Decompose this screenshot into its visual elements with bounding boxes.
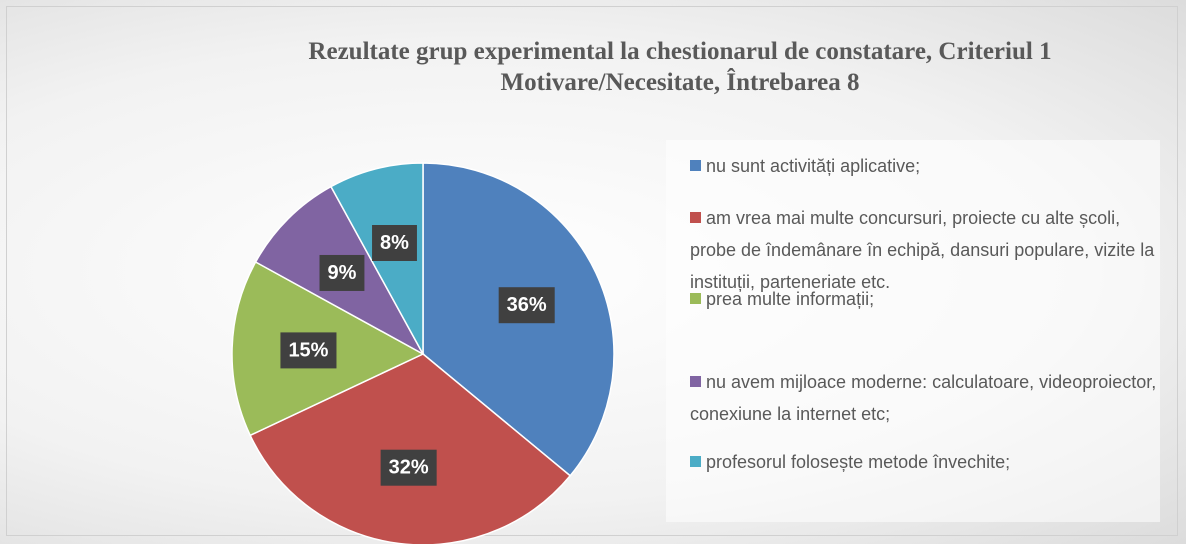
- legend-swatch: [690, 212, 701, 223]
- data-label-box: [280, 332, 337, 369]
- data-label-box: [319, 254, 365, 291]
- legend-label: am vrea mai multe concursuri, proiecte c…: [690, 208, 1155, 292]
- pie-slice: [249, 353, 572, 544]
- legend-swatch: [690, 160, 701, 171]
- data-label: 9%: [319, 254, 365, 291]
- legend-item: nu sunt activități aplicative;: [690, 150, 1160, 182]
- data-label-box: [380, 449, 437, 486]
- data-label-text: 8%: [380, 232, 409, 254]
- legend-item: nu avem mijloace moderne: calculatoare, …: [690, 366, 1160, 430]
- legend-box: [666, 140, 1160, 522]
- legend-label: nu avem mijloace moderne: calculatoare, …: [690, 372, 1157, 424]
- data-label-text: 32%: [389, 457, 429, 479]
- legend-swatch: [690, 293, 701, 304]
- legend-item: profesorul folosește metode învechite;: [690, 446, 1160, 478]
- data-label-box: [372, 225, 417, 262]
- data-label: 32%: [380, 449, 437, 486]
- legend-swatch: [690, 456, 701, 467]
- legend-item: am vrea mai multe concursuri, proiecte c…: [690, 202, 1160, 298]
- chart-border: [6, 6, 1178, 536]
- legend-label: profesorul folosește metode învechite;: [706, 452, 1011, 472]
- legend-label: nu sunt activități aplicative;: [706, 156, 921, 176]
- legend-swatch: [690, 376, 701, 387]
- data-label-text: 9%: [328, 262, 357, 284]
- data-label: 8%: [372, 225, 417, 262]
- legend-item: prea multe informații;: [690, 283, 1160, 315]
- data-label: 15%: [280, 332, 337, 369]
- chart-title: Rezultate grup experimental la chestiona…: [308, 38, 1052, 96]
- data-label-text: 36%: [507, 294, 547, 316]
- legend-label: prea multe informații;: [706, 289, 875, 309]
- data-label-text: 15%: [288, 339, 328, 361]
- data-label: 36%: [498, 287, 555, 324]
- data-label-box: [498, 287, 555, 324]
